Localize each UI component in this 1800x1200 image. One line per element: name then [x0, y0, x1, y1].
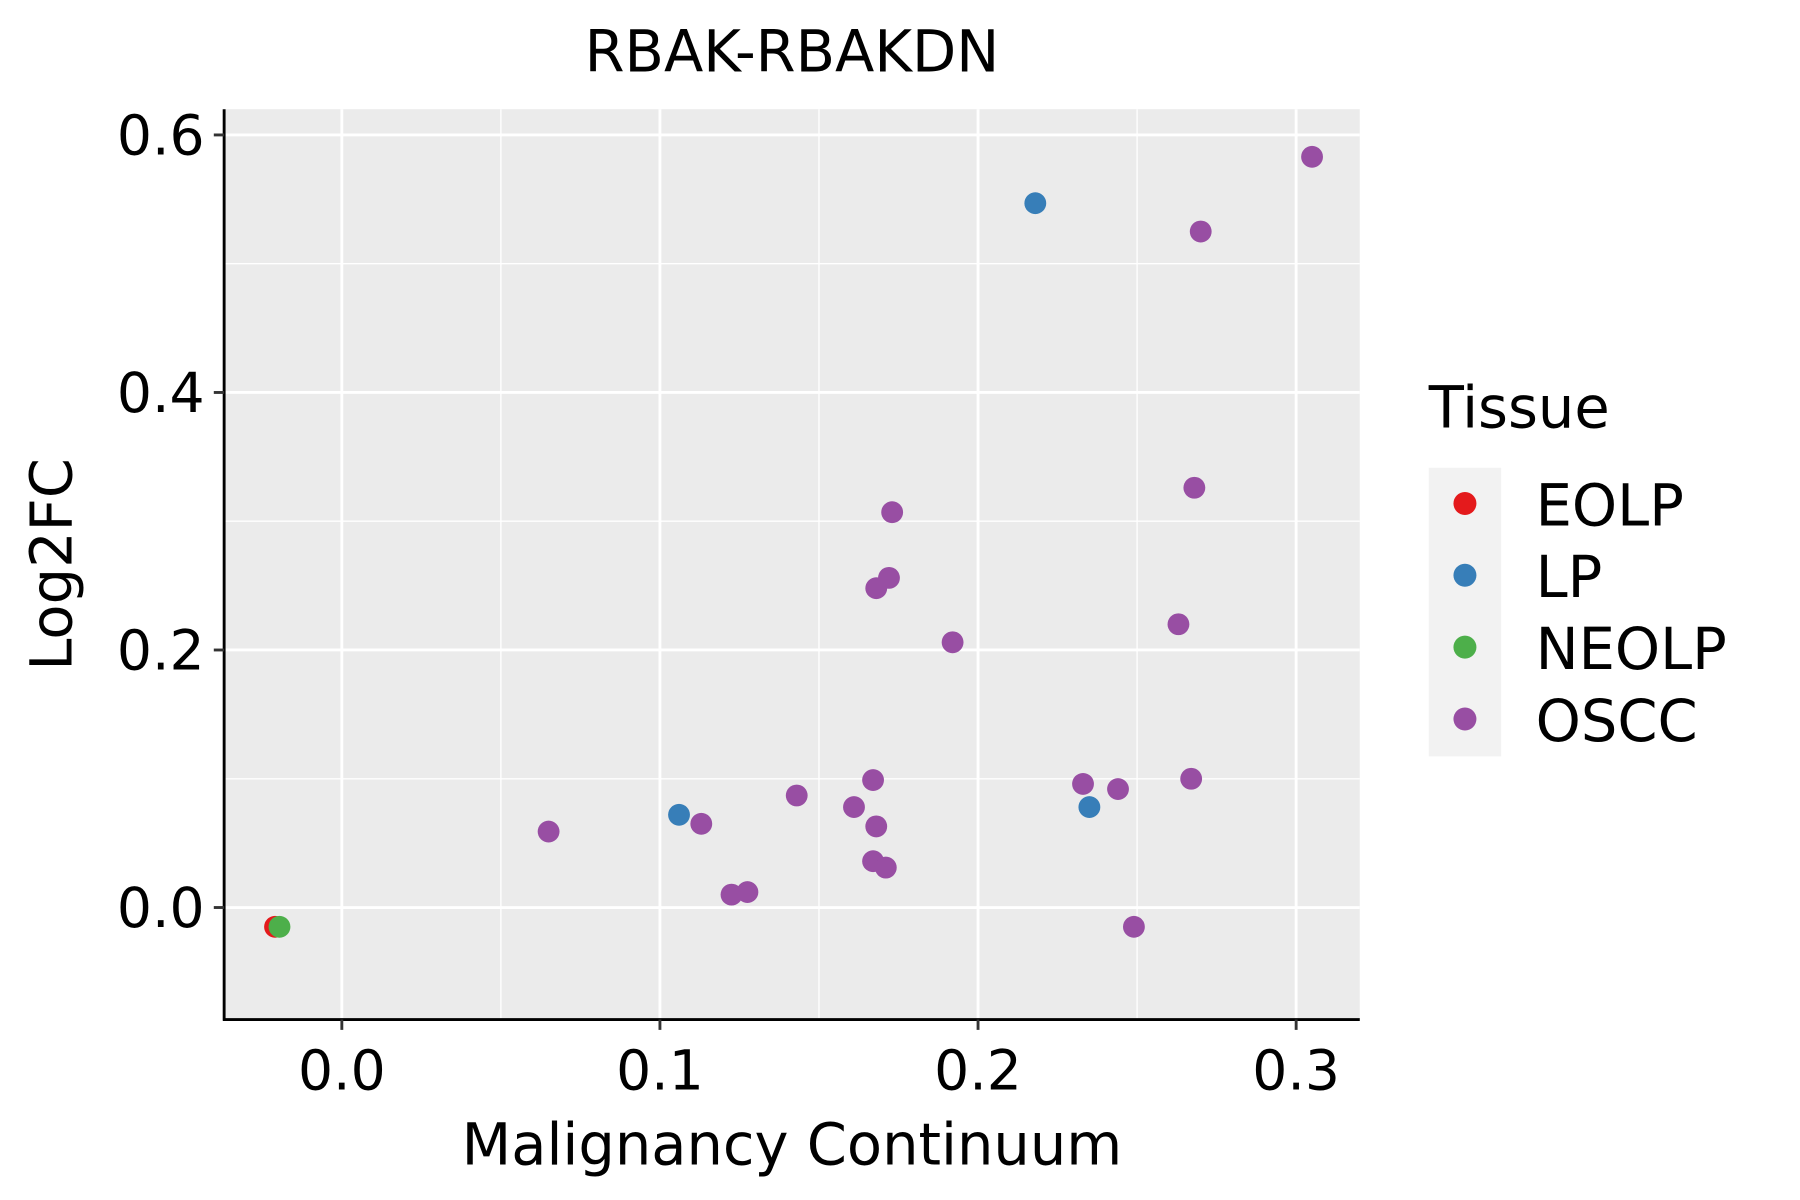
point-oscc: [1122, 915, 1145, 938]
legend-title: Tissue: [1428, 375, 1610, 442]
y-tick-label: 0.4: [117, 362, 205, 426]
point-oscc: [1072, 772, 1094, 795]
chart-title: RBAK-RBAKDN: [585, 18, 1000, 85]
legend-key-lp: [1453, 563, 1477, 587]
point-oscc: [862, 769, 884, 791]
y-tick-label: 0.6: [117, 104, 205, 168]
axis-ticks: 0.0 0.1 0.2 0.3 0.0 0.2 0.4 0.6: [117, 104, 1340, 1103]
point-oscc: [874, 856, 897, 879]
point-oscc: [941, 631, 964, 654]
legend-label-eolp: EOLP: [1536, 472, 1684, 539]
plot-panel: [224, 109, 1360, 1020]
y-tick-label: 0.0: [117, 877, 205, 941]
point-lp: [1078, 796, 1101, 819]
legend-key-eolp: [1453, 491, 1477, 515]
legend-label-neolp: NEOLP: [1536, 616, 1727, 683]
x-axis-label: Malignancy Continuum: [462, 1111, 1123, 1178]
point-oscc: [690, 812, 713, 835]
legend-key-neolp: [1453, 635, 1477, 659]
point-lp: [1024, 192, 1047, 215]
point-oscc: [1167, 613, 1190, 636]
point-oscc: [865, 577, 888, 600]
point-oscc: [1180, 767, 1203, 790]
y-axis-label: Log2FC: [18, 458, 85, 670]
point-oscc: [1107, 778, 1129, 800]
point-oscc: [1189, 220, 1212, 243]
grid-lines: [224, 109, 1360, 1020]
legend-key-oscc: [1453, 707, 1477, 731]
point-oscc: [1301, 145, 1323, 168]
x-tick-label: 0.1: [616, 1040, 704, 1104]
x-tick-label: 0.3: [1252, 1040, 1340, 1104]
point-oscc: [881, 501, 904, 524]
point-oscc: [843, 796, 865, 819]
legend-label-oscc: OSCC: [1536, 688, 1698, 755]
point-oscc: [537, 820, 560, 843]
point-neolp: [268, 915, 291, 938]
x-tick-label: 0.2: [934, 1040, 1022, 1104]
legend-label-lp: LP: [1536, 544, 1603, 611]
y-tick-label: 0.2: [117, 620, 205, 684]
point-oscc: [736, 881, 759, 903]
data-points: [264, 145, 1323, 938]
point-oscc: [1183, 476, 1206, 499]
point-oscc: [785, 784, 808, 807]
x-tick-label: 0.0: [298, 1040, 386, 1104]
point-lp: [668, 803, 690, 826]
point-oscc: [865, 815, 888, 838]
